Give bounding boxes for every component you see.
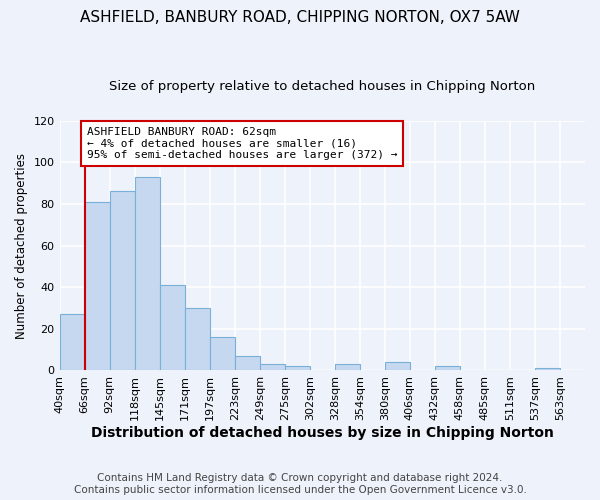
- Bar: [160, 285, 185, 370]
- Bar: [59, 314, 85, 370]
- Bar: [134, 177, 160, 370]
- Text: ASHFIELD, BANBURY ROAD, CHIPPING NORTON, OX7 5AW: ASHFIELD, BANBURY ROAD, CHIPPING NORTON,…: [80, 10, 520, 25]
- Bar: [285, 366, 310, 370]
- Bar: [185, 308, 209, 370]
- Text: ASHFIELD BANBURY ROAD: 62sqm
← 4% of detached houses are smaller (16)
95% of sem: ASHFIELD BANBURY ROAD: 62sqm ← 4% of det…: [86, 127, 397, 160]
- Bar: [435, 366, 460, 370]
- Bar: [335, 364, 360, 370]
- Bar: [260, 364, 285, 370]
- Bar: [235, 356, 260, 370]
- Bar: [209, 337, 235, 370]
- Bar: [535, 368, 560, 370]
- Text: Contains HM Land Registry data © Crown copyright and database right 2024.
Contai: Contains HM Land Registry data © Crown c…: [74, 474, 526, 495]
- Title: Size of property relative to detached houses in Chipping Norton: Size of property relative to detached ho…: [109, 80, 535, 93]
- Y-axis label: Number of detached properties: Number of detached properties: [15, 152, 28, 338]
- Bar: [110, 192, 134, 370]
- X-axis label: Distribution of detached houses by size in Chipping Norton: Distribution of detached houses by size …: [91, 426, 554, 440]
- Bar: [85, 202, 110, 370]
- Bar: [385, 362, 410, 370]
